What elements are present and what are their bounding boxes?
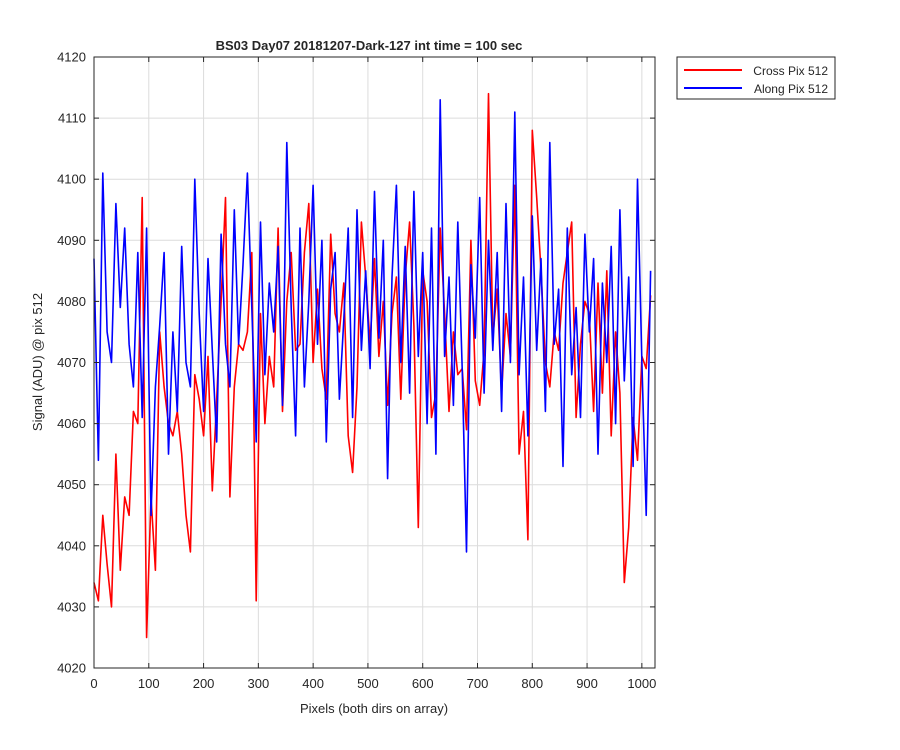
y-tick-label: 4090: [57, 233, 86, 248]
series-line-along-pix-512: [93, 99, 652, 553]
y-tick-label: 4060: [57, 416, 86, 431]
y-tick-label: 4020: [57, 661, 86, 676]
series-layer: [93, 92, 652, 639]
x-axis: 0 100 200 300 400 500 600 700 800 900 1000: [90, 57, 656, 691]
legend-label-along: Along Pix 512: [754, 82, 828, 96]
y-tick-label: 4080: [57, 294, 86, 309]
y-tick-label: 4070: [57, 355, 86, 370]
x-axis-label: Pixels (both dirs on array): [300, 701, 448, 716]
x-tick-label: 500: [357, 676, 379, 691]
x-tick-label: 400: [302, 676, 324, 691]
x-tick-label: 200: [193, 676, 215, 691]
x-tick-label: 300: [248, 676, 270, 691]
y-tick-label: 4100: [57, 172, 86, 187]
x-tick-label: 900: [576, 676, 598, 691]
x-tick-label: 800: [521, 676, 543, 691]
y-tick-label: 4050: [57, 477, 86, 492]
y-tick-label: 4030: [57, 599, 86, 614]
legend-label-cross: Cross Pix 512: [753, 64, 828, 78]
x-tick-label: 100: [138, 676, 160, 691]
x-tick-label: 700: [467, 676, 489, 691]
y-axis-label: Signal (ADU) @ pix 512: [30, 293, 45, 431]
y-tick-label: 4110: [58, 111, 86, 126]
y-tick-label: 4040: [57, 538, 86, 553]
x-tick-label: 0: [90, 676, 97, 691]
chart-title: BS03 Day07 20181207-Dark-127 int time = …: [216, 38, 523, 53]
legend[interactable]: Cross Pix 512 Along Pix 512: [676, 56, 836, 100]
legend-box: [676, 56, 836, 100]
y-axis: 4020 4030 4040 4050 4060 4070 4080 4090 4100 4110…: [57, 50, 655, 676]
x-tick-label: 600: [412, 676, 434, 691]
x-tick-label: 1000: [627, 676, 656, 691]
y-tick-label: 4120: [57, 50, 86, 65]
